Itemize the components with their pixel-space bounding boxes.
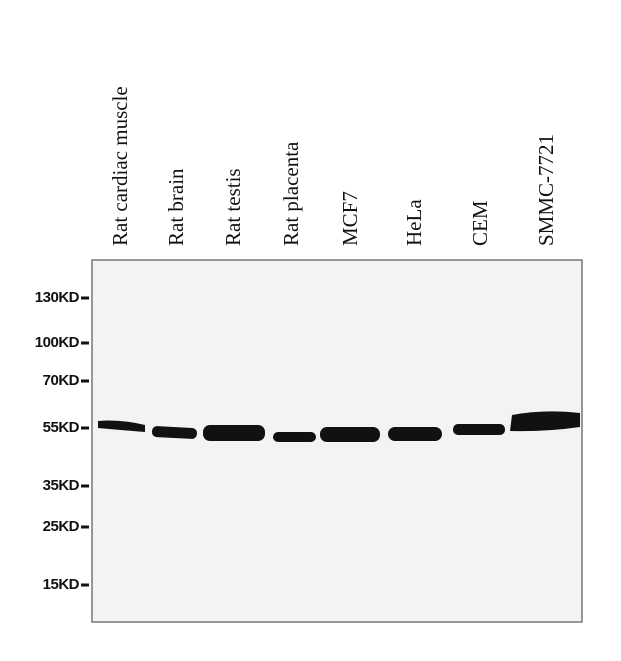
marker-label: 25KD bbox=[43, 518, 80, 535]
marker-label: 100KD bbox=[35, 334, 80, 351]
lane-labels: Rat cardiac muscle Rat brain Rat testis Rat… bbox=[108, 86, 558, 246]
lane-label: MCF7 bbox=[338, 191, 362, 246]
lane-label: Rat placenta bbox=[279, 141, 303, 246]
lane-label: HeLa bbox=[402, 199, 426, 246]
band bbox=[388, 427, 442, 441]
marker-label: 130KD bbox=[35, 289, 80, 306]
band bbox=[453, 424, 505, 435]
lane-label: Rat brain bbox=[164, 168, 188, 246]
band bbox=[203, 425, 265, 441]
lane-label: Rat testis bbox=[221, 168, 245, 246]
marker-label: 70KD bbox=[43, 372, 80, 389]
band bbox=[151, 426, 197, 439]
marker-label: 15KD bbox=[43, 576, 80, 593]
band bbox=[510, 411, 580, 432]
lane-label: CEM bbox=[468, 200, 492, 246]
marker-label: 55KD bbox=[43, 419, 80, 436]
bands bbox=[98, 411, 580, 442]
band bbox=[98, 420, 145, 432]
band bbox=[273, 432, 316, 442]
band bbox=[320, 427, 380, 442]
lane-label: Rat cardiac muscle bbox=[108, 86, 132, 246]
marker-labels: 130KD 100KD 70KD 55KD 35KD 25KD 15KD bbox=[35, 289, 89, 593]
marker-label: 35KD bbox=[43, 477, 80, 494]
lane-label: SMMC-7721 bbox=[534, 134, 558, 246]
